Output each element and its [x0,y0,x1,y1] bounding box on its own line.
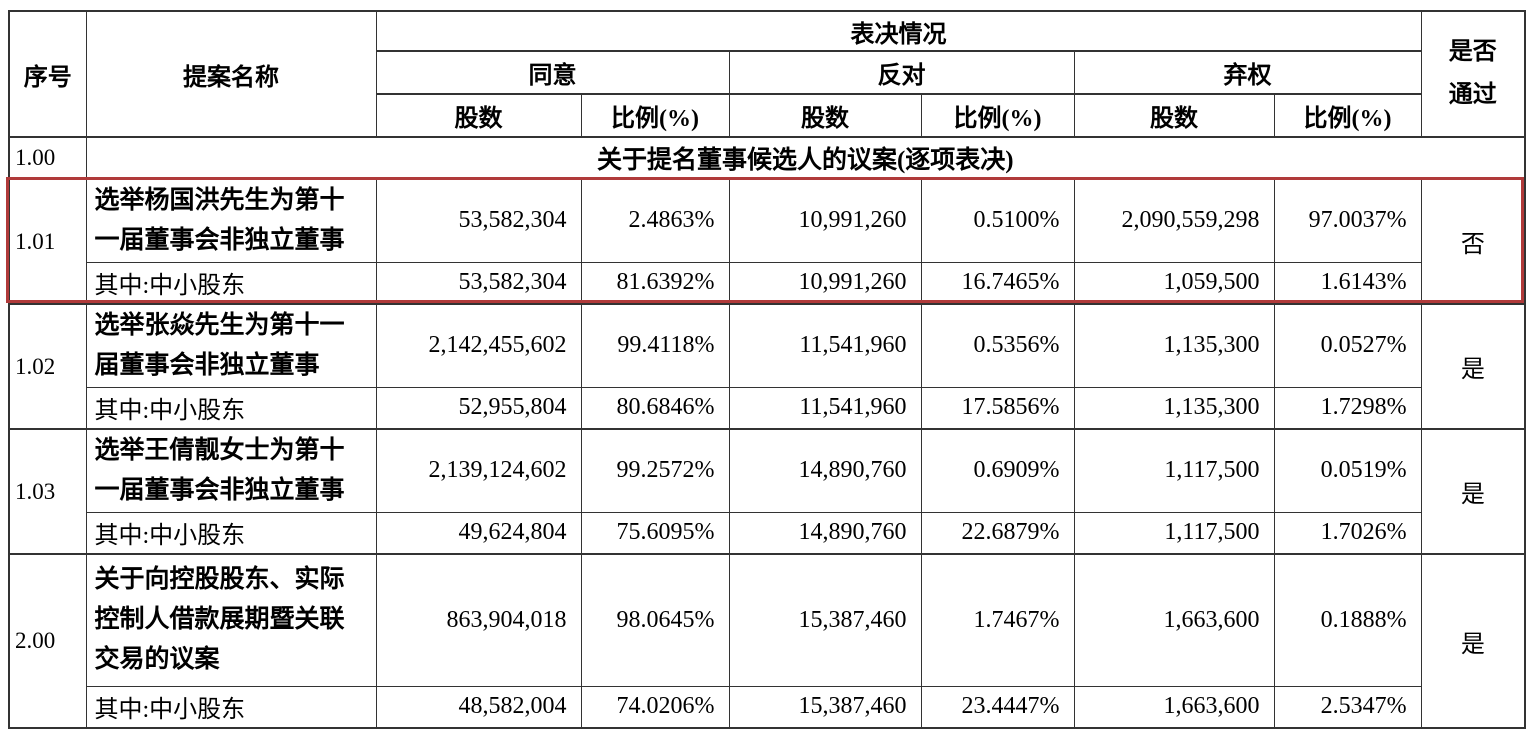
agree-ratio-cell: 98.0645% [580,553,730,687]
agree-shares-cell: 49,624,804 [375,511,582,555]
minority-label-cell: 其中:中小股东 [85,386,377,430]
oppose-ratio-cell: 0.5356% [920,303,1075,388]
agree-ratio-cell: 81.6392% [580,261,730,305]
oppose-shares-cell: 15,387,460 [728,685,922,729]
section-row: 1.00 关于提名董事候选人的议案(逐项表决) [8,136,1526,180]
abstain-shares-cell: 1,135,300 [1073,303,1275,388]
agree-ratio-cell: 74.0206% [580,685,730,729]
abstain-ratio-cell: 0.1888% [1273,553,1422,687]
abstain-shares-cell: 1,117,500 [1073,428,1275,513]
header-abstain: 弃权 [1073,50,1422,95]
header-agree-shares: 股数 [375,93,582,138]
oppose-ratio-cell: 22.6879% [920,511,1075,555]
table-row: 2.00 关于向控股股东、实际控制人借款展期暨关联交易的议案 863,904,0… [8,553,1526,729]
oppose-shares-cell: 10,991,260 [728,261,922,305]
table-row-minority: 其中:中小股东 49,624,804 75.6095% 14,890,760 2… [9,511,1525,555]
oppose-shares-cell: 11,541,960 [728,303,922,388]
header-row-3: 股数 比例(%) 股数 比例(%) 股数 比例(%) [9,93,1525,138]
table-row: 1.01 选举杨国洪先生为第十一届董事会非独立董事 53,582,304 2.4… [8,178,1526,305]
agree-shares-cell: 2,139,124,602 [375,428,582,513]
abstain-ratio-cell: 0.0519% [1273,428,1422,513]
oppose-ratio-cell: 17.5856% [920,386,1075,430]
table-row-minority: 其中:中小股东 48,582,004 74.0206% 15,387,460 2… [9,685,1525,729]
agree-ratio-cell: 75.6095% [580,511,730,555]
header-oppose-ratio: 比例(%) [920,93,1075,138]
oppose-shares-cell: 10,991,260 [728,178,922,263]
minority-label-cell: 其中:中小股东 [85,261,377,305]
oppose-ratio-cell: 1.7467% [920,553,1075,687]
header-abstain-ratio: 比例(%) [1273,93,1422,138]
pass-cell: 是 [1420,428,1526,555]
minority-label-cell: 其中:中小股东 [85,511,377,555]
abstain-ratio-cell: 97.0037% [1273,178,1422,263]
header-agree: 同意 [375,50,730,95]
voting-results-table: 序号 提案名称 表决情况 是否通过 同意 反对 弃权 股数 比例(%) 股数 比… [8,10,1527,729]
abstain-shares-cell: 1,117,500 [1073,511,1275,555]
header-voting: 表决情况 [375,10,1422,52]
proposal-cell: 选举王倩靓女士为第十一届董事会非独立董事 [85,428,377,513]
table-row: 1.02 选举张焱先生为第十一届董事会非独立董事 2,142,455,602 9… [8,303,1526,430]
header-abstain-shares: 股数 [1073,93,1275,138]
abstain-shares-cell: 2,090,559,298 [1073,178,1275,263]
abstain-ratio-cell: 2.5347% [1273,685,1422,729]
oppose-ratio-cell: 23.4447% [920,685,1075,729]
abstain-shares-cell: 1,663,600 [1073,553,1275,687]
header-pass-label: 是否通过 [1448,38,1497,108]
header-row-2: 同意 反对 弃权 [9,50,1525,95]
table-row-minority: 其中:中小股东 53,582,304 81.6392% 10,991,260 1… [9,261,1525,305]
header-oppose-shares: 股数 [728,93,922,138]
header-agree-ratio: 比例(%) [580,93,730,138]
header-seq: 序号 [8,10,87,138]
section-title: 关于提名董事候选人的议案(逐项表决) [85,136,1526,180]
table-wrap: 序号 提案名称 表决情况 是否通过 同意 反对 弃权 股数 比例(%) 股数 比… [6,10,1527,729]
oppose-shares-cell: 15,387,460 [728,553,922,687]
header-proposal: 提案名称 [85,10,377,138]
abstain-shares-cell: 1,135,300 [1073,386,1275,430]
agree-shares-cell: 53,582,304 [375,178,582,263]
header-row-1: 序号 提案名称 表决情况 是否通过 [8,10,1526,138]
table-row: 1.03 选举王倩靓女士为第十一届董事会非独立董事 2,139,124,602 … [8,428,1526,555]
proposal-cell: 选举杨国洪先生为第十一届董事会非独立董事 [85,178,377,263]
agree-shares-cell: 52,955,804 [375,386,582,430]
agree-shares-cell: 48,582,004 [375,685,582,729]
oppose-ratio-cell: 16.7465% [920,261,1075,305]
abstain-ratio-cell: 1.6143% [1273,261,1422,305]
table-row-minority: 其中:中小股东 52,955,804 80.6846% 11,541,960 1… [9,386,1525,430]
section-seq: 1.00 [8,136,87,180]
oppose-shares-cell: 11,541,960 [728,386,922,430]
agree-shares-cell: 53,582,304 [375,261,582,305]
pass-cell: 是 [1420,553,1526,729]
seq-cell: 1.01 [8,178,87,305]
minority-label-cell: 其中:中小股东 [85,685,377,729]
seq-cell: 1.03 [8,428,87,555]
oppose-ratio-cell: 0.6909% [920,428,1075,513]
proposal-cell: 选举张焱先生为第十一届董事会非独立董事 [85,303,377,388]
seq-cell: 1.02 [8,303,87,430]
abstain-shares-cell: 1,663,600 [1073,685,1275,729]
oppose-ratio-cell: 0.5100% [920,178,1075,263]
agree-shares-cell: 863,904,018 [375,553,582,687]
abstain-ratio-cell: 1.7026% [1273,511,1422,555]
agree-ratio-cell: 99.4118% [580,303,730,388]
abstain-ratio-cell: 0.0527% [1273,303,1422,388]
oppose-shares-cell: 14,890,760 [728,428,922,513]
header-oppose: 反对 [728,50,1075,95]
agree-shares-cell: 2,142,455,602 [375,303,582,388]
oppose-shares-cell: 14,890,760 [728,511,922,555]
header-pass: 是否通过 [1420,10,1526,138]
agree-ratio-cell: 80.6846% [580,386,730,430]
agree-ratio-cell: 2.4863% [580,178,730,263]
proposal-cell: 关于向控股股东、实际控制人借款展期暨关联交易的议案 [85,553,377,687]
agree-ratio-cell: 99.2572% [580,428,730,513]
pass-cell: 是 [1420,303,1526,430]
pass-cell: 否 [1420,178,1526,305]
abstain-shares-cell: 1,059,500 [1073,261,1275,305]
seq-cell: 2.00 [8,553,87,729]
abstain-ratio-cell: 1.7298% [1273,386,1422,430]
